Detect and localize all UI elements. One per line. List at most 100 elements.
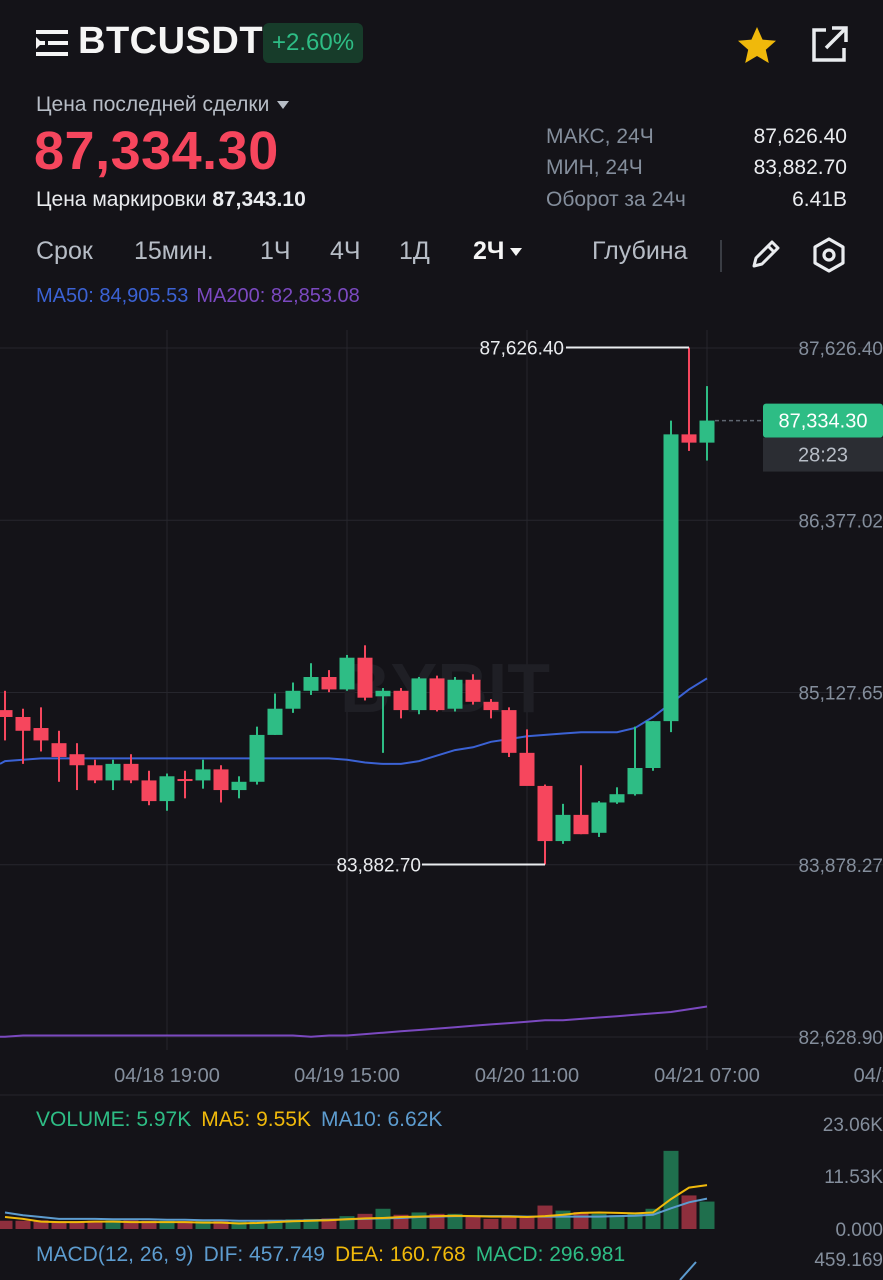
countdown-label: 28:23 [798, 445, 848, 467]
tab-1h[interactable]: 1Ч [260, 237, 291, 265]
candle-body[interactable] [141, 780, 157, 802]
time-axis-label: 04/20 11:00 [475, 1065, 579, 1087]
stat-high-label: МАКС, 24Ч [546, 125, 654, 148]
candle-body[interactable] [51, 743, 67, 757]
candle-body[interactable] [555, 814, 571, 842]
candle-body[interactable] [537, 785, 553, 842]
volume-bar [501, 1217, 517, 1229]
candle-body[interactable] [321, 677, 337, 690]
candle-body[interactable] [447, 679, 463, 709]
candle-body[interactable] [69, 754, 85, 766]
pencil-icon[interactable] [748, 236, 784, 272]
price-axis-label: 86,377.02 [798, 511, 883, 532]
candle-body[interactable] [123, 763, 139, 781]
time-axis-label: 04/19 15:00 [294, 1065, 400, 1087]
menu-icon[interactable] [36, 28, 68, 58]
stat-turnover-value: 6.41B [792, 188, 847, 211]
tab-2h[interactable]: 2Ч [473, 237, 523, 266]
volume-bar [177, 1221, 193, 1229]
tab-period[interactable]: Срок [36, 237, 93, 265]
change-badge: +2.60% [263, 23, 364, 63]
candle-body[interactable] [501, 710, 517, 753]
volume-bar [699, 1201, 715, 1229]
ma10-volume-line [4, 1197, 708, 1222]
candle-body[interactable] [411, 678, 427, 711]
tab-depth[interactable]: Глубина [592, 237, 688, 265]
stat-low-value: 83,882.70 [753, 156, 847, 179]
ma10-volume-value: MA10: 6.62K [320, 1108, 443, 1131]
low-marker-label: 83,882.70 [336, 856, 421, 877]
ma50-line [0, 677, 708, 765]
candle-body[interactable] [339, 657, 355, 690]
volume-bar [411, 1212, 427, 1229]
price-axis-label: 87,626.40 [798, 339, 883, 360]
macd-legend: MACD(12, 26, 9) DIF: 457.749 DEA: 160.768 M… [36, 1243, 635, 1267]
candle-body[interactable] [429, 678, 445, 711]
candle-body[interactable] [249, 734, 265, 782]
volume-bar [159, 1220, 175, 1229]
candle-body[interactable] [285, 690, 301, 709]
candle-body[interactable] [105, 763, 121, 781]
candle-body[interactable] [357, 657, 373, 698]
mark-price-label: Цена маркировки [36, 188, 207, 211]
candle-body[interactable] [0, 710, 13, 717]
price-chart[interactable]: BYBIT87,626.4086,377.0285,127.6583,878.2… [0, 300, 883, 1280]
candle-body[interactable] [159, 776, 175, 802]
price-axis-label: 85,127.65 [798, 684, 883, 705]
countdown-tag [763, 437, 883, 472]
volume-bar [33, 1220, 49, 1229]
candle-body[interactable] [87, 765, 103, 781]
gear-icon[interactable] [810, 236, 848, 274]
volume-bar [51, 1221, 67, 1229]
volume-bar [123, 1220, 139, 1229]
candle-body[interactable] [699, 420, 715, 443]
volume-bar [141, 1220, 157, 1229]
candle-body[interactable] [177, 779, 193, 782]
stat-turnover-label: Оборот за 24ч [546, 188, 686, 211]
share-icon[interactable] [808, 24, 850, 66]
candle-body[interactable] [267, 708, 283, 735]
ma5-volume-value: MA5: 9.55K [201, 1108, 311, 1131]
time-axis-label: 04/22 0 [854, 1065, 883, 1087]
tab-4h[interactable]: 4Ч [330, 237, 361, 265]
symbol-title[interactable]: BTCUSDT [78, 20, 264, 62]
candle-body[interactable] [231, 781, 247, 791]
price-axis-label: 82,628.90 [798, 1028, 883, 1049]
candle-body[interactable] [303, 677, 319, 691]
last-price-label[interactable]: Цена последней сделки [36, 93, 290, 117]
timeframe-tabs: Срок 15мин. 1Ч 4Ч 1Д 2Ч Глубина [36, 237, 866, 273]
caret-down-icon [277, 101, 290, 110]
candle-body[interactable] [663, 434, 679, 722]
candle-body[interactable] [33, 728, 49, 741]
tab-1d[interactable]: 1Д [399, 237, 430, 265]
candle-body[interactable] [375, 690, 391, 697]
macd-dea: DEA: 160.768 [334, 1243, 466, 1266]
volume-axis-label: 23.06K [823, 1115, 883, 1136]
candle-body[interactable] [681, 434, 697, 443]
candle-body[interactable] [393, 690, 409, 711]
candle-body[interactable] [573, 814, 589, 835]
current-price-tag[interactable] [763, 403, 883, 438]
ma50-legend: MA50: 84,905.53 [36, 285, 189, 307]
candle-body[interactable] [591, 802, 607, 833]
candle-body[interactable] [645, 721, 661, 769]
macd-title: MACD(12, 26, 9) [36, 1243, 194, 1266]
candle-body[interactable] [465, 679, 481, 702]
volume-bar [321, 1218, 337, 1229]
tab-15m[interactable]: 15мин. [134, 237, 214, 265]
macd-dif-line [679, 1261, 697, 1280]
volume-bar [465, 1216, 481, 1229]
candle-body[interactable] [15, 716, 31, 731]
candle-body[interactable] [195, 769, 211, 781]
volume-bar [573, 1211, 589, 1229]
candle-body[interactable] [483, 701, 499, 711]
star-icon[interactable] [735, 24, 779, 68]
volume-bar [213, 1219, 229, 1229]
time-axis-label: 04/21 07:00 [654, 1065, 760, 1087]
candle-body[interactable] [519, 752, 535, 786]
candle-body[interactable] [609, 794, 625, 803]
volume-axis-label: 11.53K [824, 1167, 883, 1188]
candle-body[interactable] [627, 768, 643, 795]
mark-price-line: Цена маркировки 87,343.10 [36, 188, 306, 212]
candle-body[interactable] [213, 769, 229, 791]
